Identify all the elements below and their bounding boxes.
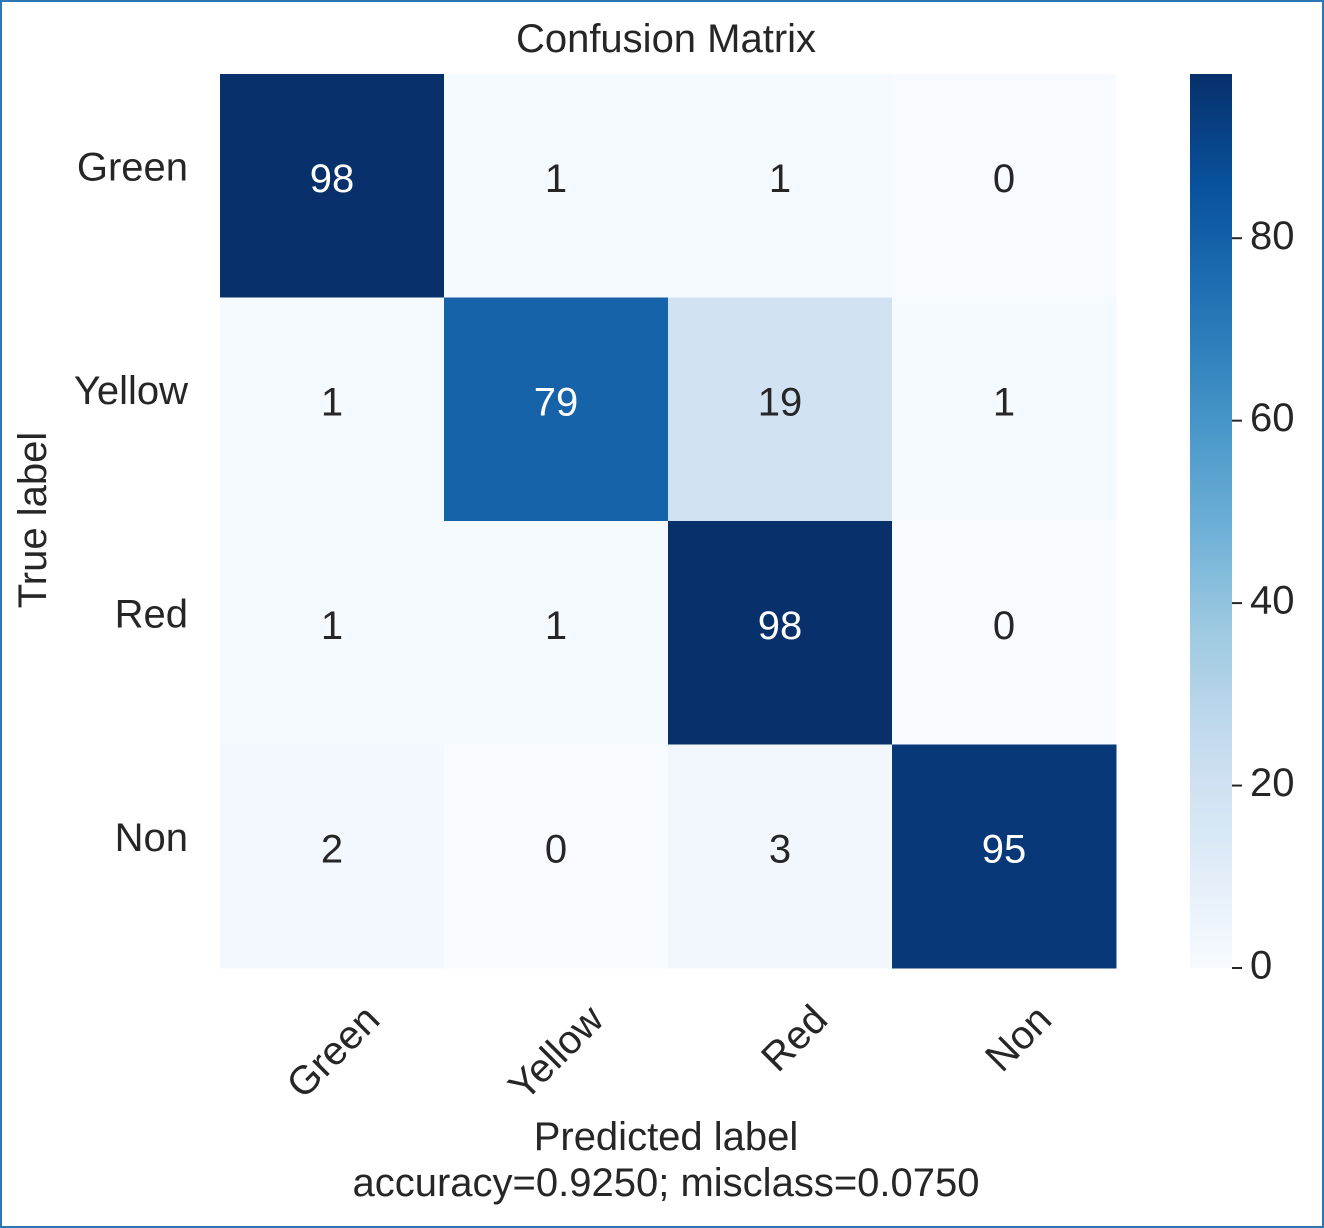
cell-value-label: 19	[758, 380, 803, 424]
heatmap-cell	[444, 74, 669, 298]
heatmap-cells	[220, 74, 1117, 969]
cell-value-label: 98	[310, 157, 355, 201]
cell-value-label: 1	[545, 604, 567, 648]
y-tick-labels: Green Yellow Red Non	[74, 145, 188, 860]
x-axis-label: Predicted label	[534, 1115, 799, 1159]
chart-title: Confusion Matrix	[516, 17, 816, 61]
x-tick-labels: Green Yellow Red Non	[278, 997, 1060, 1109]
cell-value-label: 2	[321, 827, 343, 871]
heatmap-cell	[668, 521, 893, 745]
x-tick-label: Non	[977, 997, 1060, 1080]
cell-value-label: 98	[758, 604, 803, 648]
x-tick-label: Yellow	[500, 997, 612, 1109]
y-axis-label: True label	[11, 432, 55, 608]
heatmap-cell	[668, 744, 893, 969]
cell-value-label: 1	[321, 604, 343, 648]
colorbar-tick-label: 60	[1250, 396, 1295, 440]
heatmap-cell	[220, 297, 445, 522]
heatmap-cell	[444, 521, 669, 745]
heatmap-cell	[668, 74, 893, 298]
cell-value-label: 1	[321, 380, 343, 424]
heatmap-cell	[892, 521, 1117, 745]
y-tick-label: Green	[77, 145, 188, 189]
heatmap-cell	[892, 744, 1117, 969]
cell-value-label: 1	[545, 157, 567, 201]
cell-value-label: 0	[545, 827, 567, 871]
colorbar-tick-label: 20	[1250, 761, 1295, 805]
cell-value-label: 0	[993, 157, 1015, 201]
cell-value-label: 95	[982, 827, 1027, 871]
heatmap-cell	[444, 297, 669, 522]
colorbar	[1190, 74, 1232, 968]
y-tick-label: Non	[115, 816, 188, 860]
heatmap-cell	[892, 297, 1117, 522]
heatmap-cell	[668, 297, 893, 522]
y-tick-label: Yellow	[74, 369, 188, 413]
colorbar-tick-label: 0	[1250, 944, 1272, 988]
cell-value-label: 0	[993, 604, 1015, 648]
x-tick-label: Red	[753, 997, 836, 1080]
cell-value-label: 79	[534, 380, 579, 424]
heatmap-cell	[220, 744, 445, 969]
colorbar-tick-label: 80	[1250, 214, 1295, 258]
cell-value-label: 3	[769, 827, 791, 871]
cell-value-label: 1	[993, 380, 1015, 424]
heatmap-cell	[444, 744, 669, 969]
colorbar-tick-label: 40	[1250, 579, 1295, 623]
heatmap-cell	[892, 74, 1117, 298]
heatmap-cell-labels: 98 1 1 0 1 79 19 1 1 1 98 0 2 0 3 95	[310, 157, 1027, 872]
cell-value-label: 1	[769, 157, 791, 201]
colorbar-ticks: 0 20 40 60 80	[1232, 214, 1295, 988]
x-axis-note: accuracy=0.9250; misclass=0.0750	[352, 1161, 979, 1205]
y-tick-label: Red	[115, 592, 188, 636]
heatmap-cell	[220, 74, 445, 298]
x-tick-label: Green	[278, 997, 388, 1107]
heatmap-cell	[220, 521, 445, 745]
